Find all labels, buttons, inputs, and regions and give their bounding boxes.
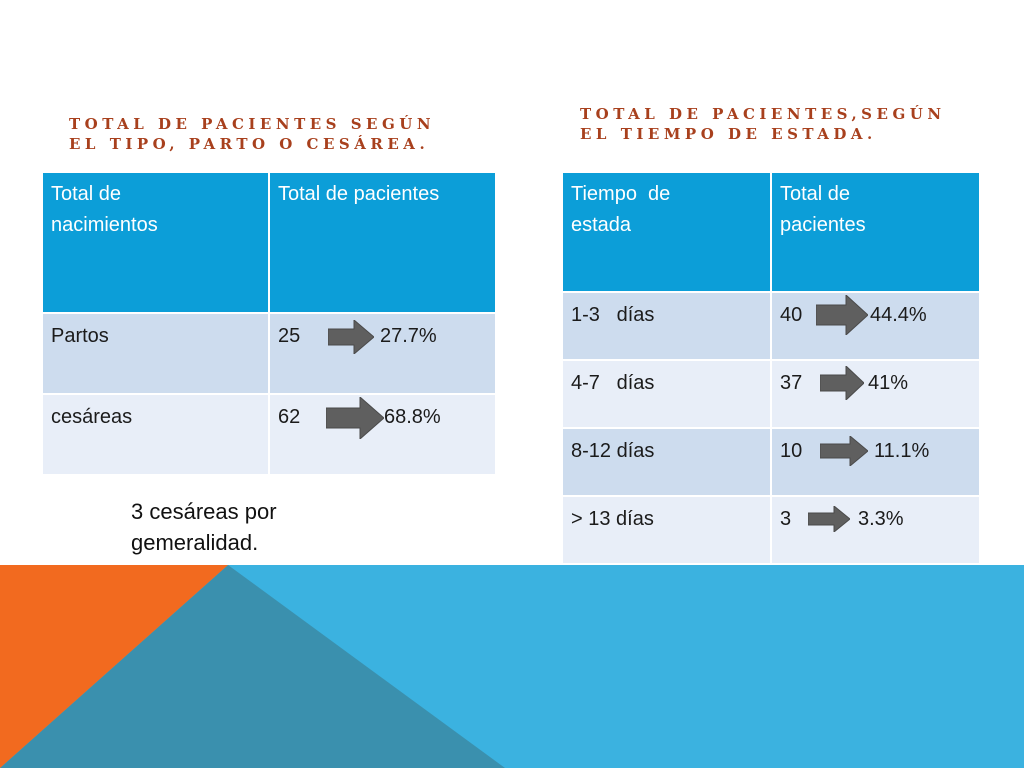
table-row: cesáreas 62 68.8% [41, 393, 497, 476]
row-count: 37 [780, 371, 803, 394]
decorative-bottom-band [0, 565, 1024, 768]
table-row: Partos 25 27.7% [41, 312, 497, 395]
right-arrow-icon [326, 396, 384, 439]
header-text-line: Total de [780, 183, 851, 205]
left-heading-line-2: EL TIPO, PARTO O CESÁREA. [69, 135, 430, 153]
table-row: 8-12 días 10 11.1% [561, 427, 981, 497]
row-label-cell: 8-12 días [561, 427, 772, 497]
row-label-cell: cesáreas [41, 393, 270, 476]
header-text-line: pacientes [780, 214, 866, 236]
table-row: 1-3 días 40 44.4% [561, 291, 981, 361]
right-arrow-icon [820, 366, 864, 400]
left-heading: TOTAL DE PACIENTES SEGÚN EL TIPO, PARTO … [69, 114, 435, 154]
right-arrow-icon [820, 436, 868, 466]
row-value-cell: 10 11.1% [770, 427, 981, 497]
header-text-line: Total de [51, 183, 122, 205]
header-text-line: nacimientos [51, 214, 158, 236]
row-label: > 13 días [571, 507, 654, 530]
header-cell-patients: Total de pacientes [770, 171, 981, 293]
note-line: 3 cesáreas por [131, 499, 277, 524]
band-dark-triangle [0, 565, 505, 768]
row-value-cell: 40 44.4% [770, 291, 981, 361]
row-value-cell: 3 3.3% [770, 495, 981, 565]
right-arrow-icon [816, 295, 868, 335]
births-table: Total de nacimientos Total de pacientes … [41, 171, 497, 476]
row-label-cell: 1-3 días [561, 291, 772, 361]
stay-duration-table: Tiempo de estada Total de pacientes 1-3 … [561, 171, 981, 565]
header-text-line: estada [571, 214, 632, 236]
header-cell-births: Total de nacimientos [41, 171, 270, 314]
row-percent: 68.8% [384, 406, 441, 428]
row-label: Partos [51, 325, 109, 347]
row-value-cell: 62 68.8% [268, 393, 497, 476]
row-percent: 11.1% [874, 439, 930, 462]
header-cell-stay-time: Tiempo de estada [561, 171, 772, 293]
row-count: 40 [780, 303, 803, 326]
table-header-row: Total de nacimientos Total de pacientes [41, 171, 497, 314]
row-value-cell: 37 41% [770, 359, 981, 429]
band-orange-triangle [0, 565, 228, 768]
right-arrow-icon [328, 319, 374, 354]
row-count: 10 [780, 439, 803, 462]
row-label: cesáreas [51, 406, 133, 428]
row-label: 1-3 días [571, 303, 655, 326]
header-text-line: Tiempo de [571, 183, 671, 205]
table-row: > 13 días 3 3.3% [561, 495, 981, 565]
row-label: 4-7 días [571, 371, 655, 394]
right-heading-line-2: EL TIEMPO DE ESTADA. [580, 125, 877, 143]
table-header-row: Tiempo de estada Total de pacientes [561, 171, 981, 293]
row-percent: 27.7% [380, 325, 437, 347]
row-percent: 41% [868, 371, 909, 394]
row-percent: 3.3% [858, 507, 904, 530]
table-row: 4-7 días 37 41% [561, 359, 981, 429]
header-text-line: Total de pacientes [278, 183, 440, 205]
row-label-cell: 4-7 días [561, 359, 772, 429]
row-label-cell: Partos [41, 312, 270, 395]
left-heading-line-1: TOTAL DE PACIENTES SEGÚN [69, 115, 436, 133]
row-value-cell: 25 27.7% [268, 312, 497, 395]
header-cell-patients: Total de pacientes [268, 171, 497, 314]
right-heading-line-1: TOTAL DE PACIENTES,SEGÚN [580, 105, 946, 123]
right-arrow-icon [808, 506, 850, 532]
right-heading: TOTAL DE PACIENTES,SEGÚN EL TIEMPO DE ES… [580, 104, 946, 144]
row-count: 25 [278, 325, 301, 347]
row-label: 8-12 días [571, 439, 655, 462]
row-count: 62 [278, 406, 301, 428]
row-label-cell: > 13 días [561, 495, 772, 565]
cesarean-note: 3 cesáreas por gemeralidad. [131, 496, 277, 558]
row-percent: 44.4% [870, 303, 927, 326]
row-count: 3 [780, 507, 792, 530]
note-line: gemeralidad. [131, 530, 259, 555]
